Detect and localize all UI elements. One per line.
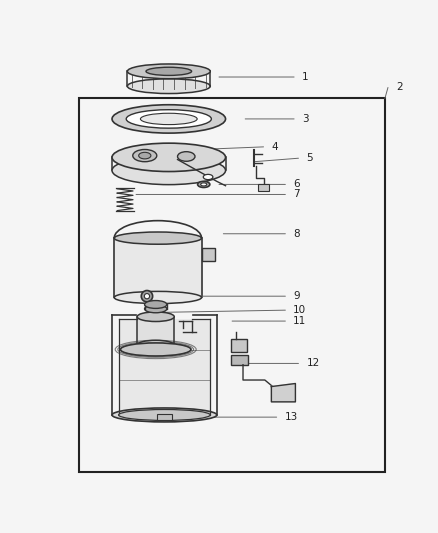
Text: 11: 11	[293, 316, 307, 326]
Ellipse shape	[114, 292, 201, 304]
Bar	[79, 99, 385, 472]
Text: 7: 7	[293, 189, 300, 199]
Ellipse shape	[146, 67, 191, 76]
Ellipse shape	[112, 143, 226, 172]
Ellipse shape	[139, 152, 151, 159]
Ellipse shape	[112, 156, 226, 184]
Ellipse shape	[112, 105, 226, 133]
Text: 3: 3	[302, 114, 309, 124]
Text: 13: 13	[285, 412, 298, 422]
Ellipse shape	[133, 149, 157, 161]
Ellipse shape	[145, 301, 167, 309]
Bar	[115, 238, 201, 297]
Text: 4: 4	[272, 142, 278, 152]
Text: 6: 6	[293, 180, 300, 189]
Bar	[231, 338, 247, 352]
Text: 8: 8	[293, 229, 300, 239]
Text: 12: 12	[306, 358, 320, 368]
Circle shape	[145, 294, 150, 299]
Ellipse shape	[141, 113, 197, 125]
Ellipse shape	[126, 110, 212, 128]
Text: 2: 2	[396, 83, 403, 93]
Bar	[201, 248, 215, 261]
Ellipse shape	[127, 64, 210, 79]
Ellipse shape	[114, 232, 201, 244]
Bar	[119, 319, 210, 415]
Text: 5: 5	[306, 153, 313, 163]
Text: 10: 10	[293, 305, 306, 315]
Ellipse shape	[145, 305, 167, 313]
Bar	[156, 414, 172, 420]
Polygon shape	[272, 384, 295, 402]
Bar	[137, 317, 174, 345]
Ellipse shape	[120, 343, 191, 356]
Bar	[231, 355, 248, 365]
Ellipse shape	[112, 408, 217, 422]
Bar	[258, 184, 269, 191]
Circle shape	[141, 290, 152, 302]
Ellipse shape	[137, 340, 174, 350]
Ellipse shape	[119, 409, 210, 421]
Ellipse shape	[177, 152, 195, 161]
Text: 1: 1	[302, 72, 309, 82]
Ellipse shape	[201, 183, 207, 186]
Ellipse shape	[198, 181, 210, 188]
Ellipse shape	[203, 174, 213, 180]
Ellipse shape	[137, 312, 174, 321]
Ellipse shape	[127, 79, 210, 94]
Text: 9: 9	[293, 291, 300, 301]
